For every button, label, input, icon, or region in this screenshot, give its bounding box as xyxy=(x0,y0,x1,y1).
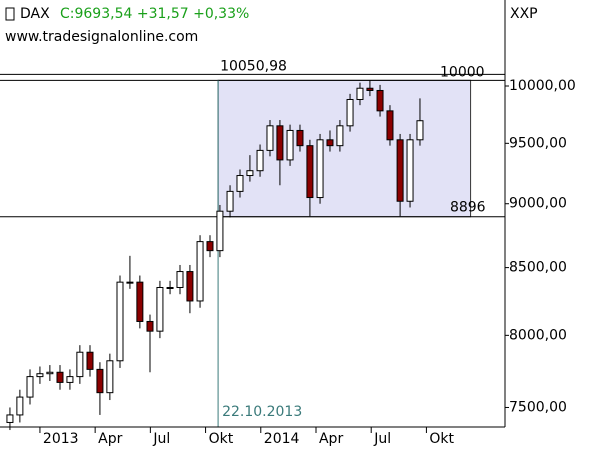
candle-body xyxy=(376,89,384,112)
candle-body xyxy=(66,376,74,383)
annotation: 8896 xyxy=(450,200,486,216)
x-tick-label: Okt xyxy=(429,431,454,447)
x-tick-label: Apr xyxy=(98,431,122,447)
candle-body xyxy=(326,139,334,147)
x-tick-label: Jul xyxy=(152,431,170,447)
y-tick-label: 9000,00 xyxy=(509,196,567,212)
chart-title: DAX xyxy=(20,6,50,22)
x-tick-label: Okt xyxy=(209,431,234,447)
candle-body xyxy=(106,360,114,394)
annotation: 22.10.2013 xyxy=(222,404,302,420)
candle-body xyxy=(246,170,254,177)
candle-body xyxy=(236,175,244,192)
candle-body xyxy=(216,210,224,252)
candle-body xyxy=(56,371,64,383)
x-tick-label: Apr xyxy=(319,431,343,447)
candle-body xyxy=(266,125,274,151)
candle-body xyxy=(366,87,374,91)
candle-body xyxy=(166,286,174,289)
candle-body xyxy=(176,271,184,288)
candle-body xyxy=(356,87,364,100)
candle-body xyxy=(336,125,344,147)
y-tick-label: 8500,00 xyxy=(509,260,567,276)
plot-area xyxy=(0,73,505,431)
x-tick-label: 2013 xyxy=(43,431,79,447)
candle-body xyxy=(226,190,234,212)
annotation: 10050,98 xyxy=(220,58,287,74)
candle-body xyxy=(406,139,414,202)
candle-body xyxy=(386,110,394,141)
y-tick-label: 8000,00 xyxy=(509,327,567,343)
candle-body xyxy=(46,371,54,375)
y-tick-label: 10000,00 xyxy=(509,78,576,94)
candle-body xyxy=(416,120,424,141)
candle-body xyxy=(196,241,204,302)
candle-body xyxy=(186,271,194,302)
candle-body xyxy=(206,241,214,252)
candle-body xyxy=(116,281,124,362)
candle-body xyxy=(286,129,294,161)
candle-body xyxy=(316,139,324,199)
candle-body xyxy=(146,320,154,332)
candle-body xyxy=(276,125,284,161)
candle-body xyxy=(306,145,314,199)
candle-body xyxy=(16,396,24,416)
x-tick-label: 2014 xyxy=(264,431,300,447)
annotation: 10000 xyxy=(440,64,485,80)
range-box xyxy=(217,79,472,218)
candle-body xyxy=(136,281,144,322)
candle-body xyxy=(156,286,164,332)
legend-icon xyxy=(5,7,15,21)
candle-body xyxy=(86,351,94,370)
x-tick-label: Jul xyxy=(373,431,391,447)
y-tick-label: 9500,00 xyxy=(509,135,567,151)
candle-body xyxy=(36,373,44,378)
candle-body xyxy=(96,368,104,394)
candle-body xyxy=(126,281,134,284)
candle-body xyxy=(76,351,84,378)
source: www.tradesignalonline.com xyxy=(5,29,198,45)
candle-body xyxy=(26,376,34,398)
candle-body xyxy=(346,98,354,127)
y-axis-label: XXP xyxy=(510,6,538,22)
candle-body xyxy=(296,129,304,147)
candle-body xyxy=(396,139,404,202)
y-tick-label: 7500,00 xyxy=(509,399,567,415)
chart-subtitle: C:9693,54 +31,57 +0,33% xyxy=(60,6,249,22)
candle-body xyxy=(256,149,264,172)
candle-body xyxy=(6,414,14,423)
